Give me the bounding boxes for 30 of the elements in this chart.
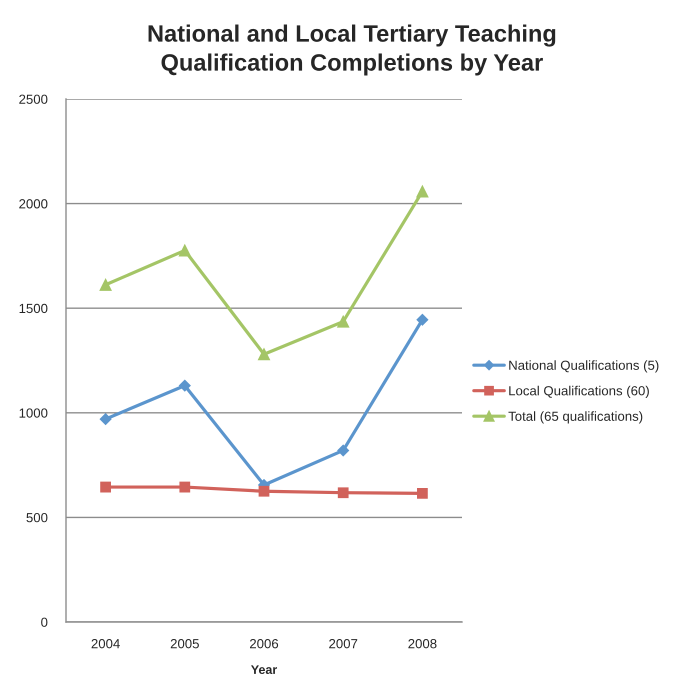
legend-label: Local Qualifications (60) <box>509 386 649 398</box>
x-tick-label: 2007 <box>329 639 358 648</box>
point <box>258 486 270 497</box>
point <box>100 278 112 291</box>
point <box>417 488 428 499</box>
y-tick-label: 500 <box>26 512 48 522</box>
point <box>416 185 428 198</box>
x-tick-label: 2006 <box>250 639 278 648</box>
point <box>179 482 190 492</box>
point <box>178 244 191 257</box>
point <box>258 348 270 360</box>
x-tick-label: 2005 <box>170 639 199 648</box>
x-tick-label: 2008 <box>408 639 437 648</box>
legend-label: National Qualifications (5) <box>509 360 658 373</box>
y-tick-label: 2500 <box>19 94 48 104</box>
point <box>178 380 191 392</box>
point <box>100 413 112 425</box>
point <box>337 444 350 456</box>
chart-title: National and Local Tertiary Teaching Qualification Completions by Year <box>148 24 556 76</box>
point <box>416 314 428 326</box>
point <box>337 316 350 328</box>
x-tick-label: 2004 <box>92 639 120 648</box>
point <box>100 482 111 492</box>
point <box>338 487 349 498</box>
y-tick-label: 0 <box>41 618 48 627</box>
x-axis-title: Year <box>251 665 278 674</box>
y-tick-label: 2000 <box>19 199 48 209</box>
legend-label: Total (65 qualifications) <box>508 411 642 424</box>
y-tick-label: 1000 <box>20 408 48 418</box>
y-tick-label: 1500 <box>20 304 48 314</box>
